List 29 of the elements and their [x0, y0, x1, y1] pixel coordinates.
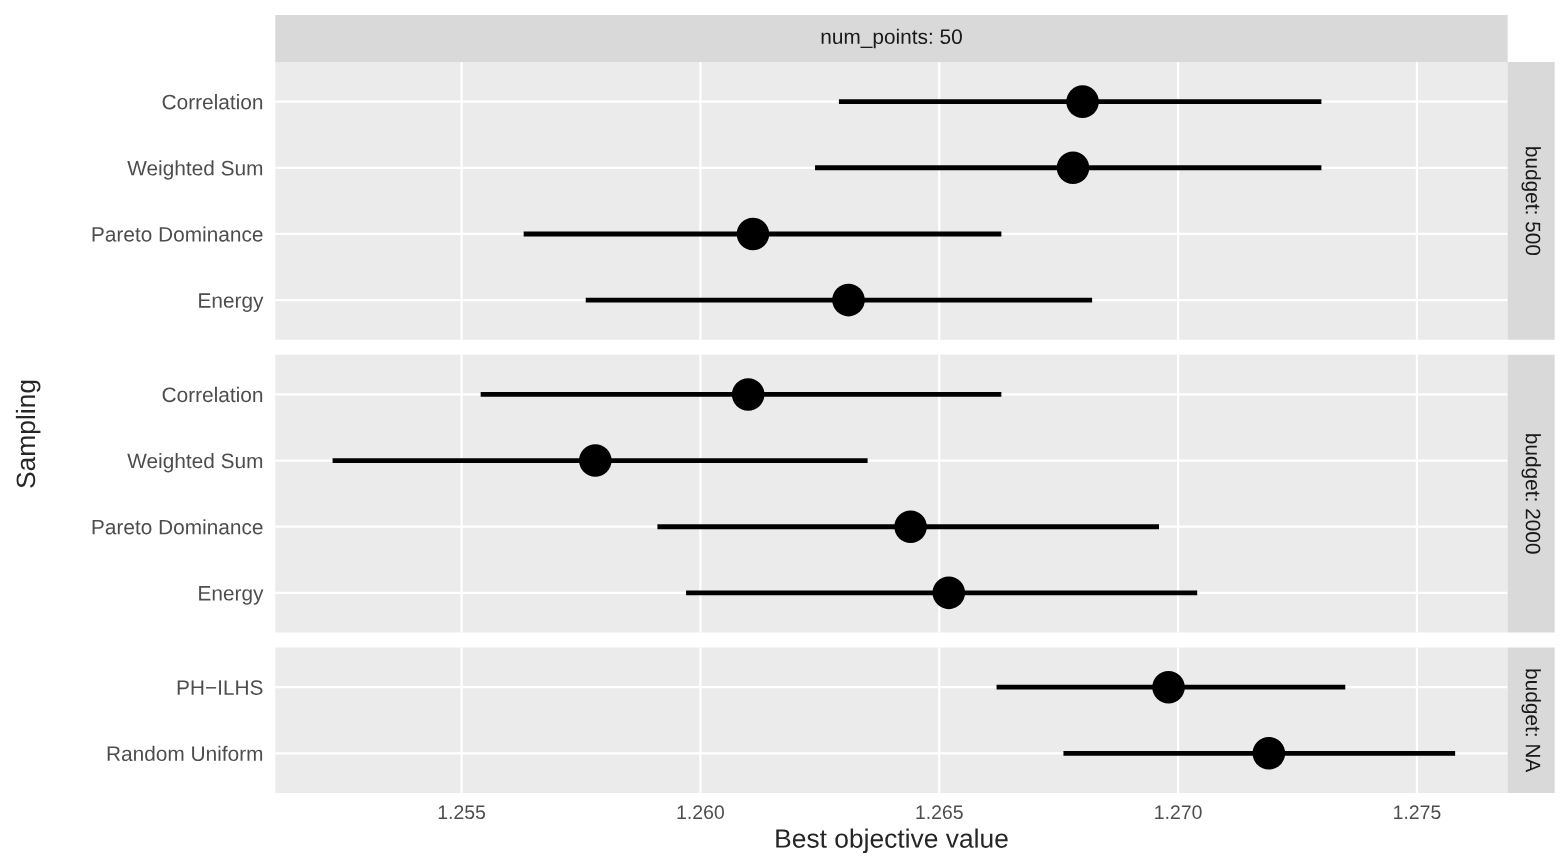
- point: [731, 378, 765, 411]
- x-tick-label: 1.265: [916, 805, 963, 820]
- y-tick-label: Energy: [199, 293, 264, 312]
- y-tick-label: Correlation: [162, 94, 263, 110]
- text: budget: 2000: [1521, 434, 1541, 554]
- point: [832, 283, 865, 317]
- point: [1056, 151, 1090, 185]
- x-tick-label: 1.275: [1394, 805, 1441, 820]
- x-tick-label: 1.260: [677, 805, 724, 820]
- point: [894, 510, 927, 543]
- y-tick-label: Energy: [199, 586, 264, 605]
- x-tick-label: 1.255: [438, 805, 486, 820]
- point: [1066, 85, 1099, 118]
- x-tick-label: 1.270: [1155, 805, 1202, 820]
- y-tick-label: Random Uniform: [107, 745, 263, 762]
- y-tick-label: Pareto Dominance: [92, 226, 263, 242]
- x-axis-title: Best objective value: [776, 828, 1008, 854]
- point: [579, 444, 612, 477]
- point: [932, 576, 966, 610]
- text: budget: 500: [1521, 147, 1541, 256]
- y-tick-label: Weighted Sum: [127, 453, 263, 473]
- y-tick-label: PH−ILHS: [177, 680, 263, 695]
- y-tick-label: Weighted Sum: [127, 160, 263, 180]
- text: budget: NA: [1521, 669, 1541, 773]
- y-axis-title: Sampling: [15, 380, 41, 488]
- y-tick-label: Correlation: [162, 386, 263, 403]
- point: [736, 217, 770, 251]
- y-tick-label: Pareto Dominance: [92, 519, 263, 535]
- chart-title: num_points: 50: [821, 28, 962, 49]
